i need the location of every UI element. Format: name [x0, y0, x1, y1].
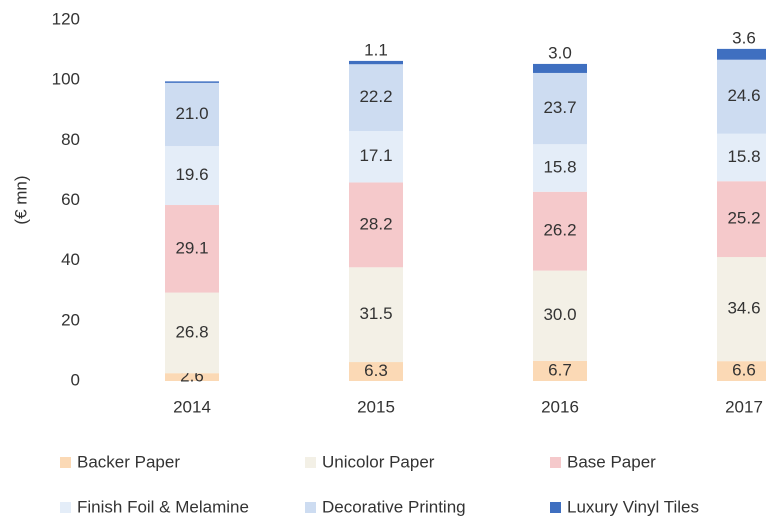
legend-swatch [550, 502, 561, 513]
data-label: 6.6 [732, 361, 756, 380]
x-tick-label: 2017 [725, 397, 763, 416]
data-label: 29.1 [175, 238, 208, 257]
legend-label: Decorative Printing [322, 497, 466, 516]
bar-segment [533, 270, 587, 361]
bar-segment [717, 361, 766, 381]
legend-label: Finish Foil & Melamine [77, 497, 249, 516]
bar-segment [165, 373, 219, 381]
bar-segment [717, 59, 766, 134]
data-label: 31.5 [359, 304, 392, 323]
legend-swatch [305, 502, 316, 513]
legend-swatch [60, 457, 71, 468]
data-label: 1.1 [364, 40, 388, 59]
bar-segment [165, 205, 219, 293]
data-label: 28.2 [359, 214, 392, 233]
x-tick-label: 2016 [541, 397, 579, 416]
data-label: 24.6 [727, 86, 760, 105]
x-tick-label: 2015 [357, 397, 395, 416]
data-label: 21.0 [175, 104, 208, 123]
y-tick-label: 40 [61, 250, 80, 269]
data-label: 3.0 [548, 43, 572, 62]
data-label: 25.2 [727, 209, 760, 228]
bar-segment [349, 362, 403, 381]
bar-segment [165, 81, 219, 83]
y-tick-label: 120 [52, 9, 80, 28]
data-label: 23.7 [543, 98, 576, 117]
data-label: 26.8 [175, 322, 208, 341]
legend-swatch [60, 502, 71, 513]
legend-label: Luxury Vinyl Tiles [567, 497, 699, 516]
legend-label: Backer Paper [77, 452, 180, 471]
y-axis-label: (€ mn) [11, 175, 30, 224]
bar-segment [349, 267, 403, 363]
bar-segment [717, 181, 766, 258]
x-tick-label: 2014 [173, 397, 211, 416]
bar-segment [165, 146, 219, 206]
bar-segment [717, 257, 766, 362]
bar-segment [165, 82, 219, 147]
bar-segment [717, 133, 766, 182]
data-label: 6.7 [548, 360, 572, 379]
bar-segment [533, 72, 587, 145]
bar-segment [717, 48, 766, 60]
bar-segment [533, 191, 587, 271]
bar-segment [349, 60, 403, 65]
y-tick-label: 0 [71, 370, 80, 389]
bar-segment [349, 182, 403, 268]
bar-segment [349, 131, 403, 183]
data-label: 6.3 [364, 361, 388, 380]
y-tick-label: 100 [52, 70, 80, 89]
legend-swatch [550, 457, 561, 468]
data-label: 3.6 [732, 28, 756, 47]
data-label: 22.2 [359, 87, 392, 106]
data-label: 34.6 [727, 299, 760, 318]
bar-segment [533, 144, 587, 192]
y-tick-label: 80 [61, 130, 80, 149]
data-label: 15.8 [543, 157, 576, 176]
data-label: 19.6 [175, 165, 208, 184]
y-tick-label: 20 [61, 310, 80, 329]
y-tick-label: 60 [61, 190, 80, 209]
legend-label: Base Paper [567, 452, 656, 471]
bar-segment [349, 64, 403, 132]
bar-segment [165, 292, 219, 374]
legend-label: Unicolor Paper [322, 452, 435, 471]
data-label: 26.2 [543, 221, 576, 240]
bar-segment [533, 360, 587, 381]
data-label: 15.8 [727, 147, 760, 166]
data-label: 30.0 [543, 305, 576, 324]
legend-swatch [305, 457, 316, 468]
bar-segment [533, 63, 587, 73]
data-label: 17.1 [359, 146, 392, 165]
